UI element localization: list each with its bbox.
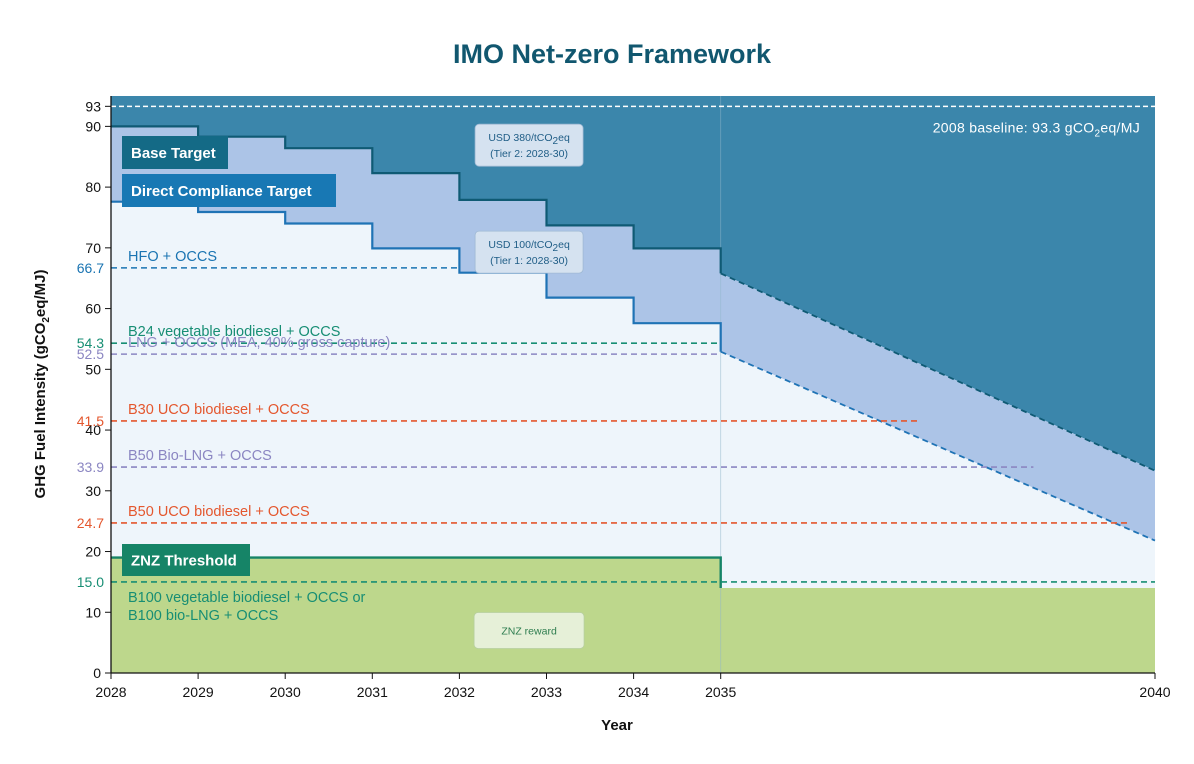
series-label-2: ZNZ Threshold — [131, 553, 237, 570]
y-tick-label-9: 90 — [85, 118, 101, 134]
y-tick-label-8: 80 — [85, 179, 101, 195]
baseline-label: 2008 baseline: 93.3 gCO2eq/MJ — [933, 119, 1140, 139]
x-tick-label-4: 2032 — [444, 684, 475, 700]
y-tick-label-4: 40 — [85, 422, 101, 438]
fuel-level-value-4: 33.9 — [77, 459, 104, 475]
tier-label-price-0: USD 380/tCO2eq — [488, 132, 570, 147]
series-label-box-2 — [122, 544, 250, 576]
direct-compliance-line-trajectory — [720, 350, 1156, 542]
znz-threshold-line — [111, 556, 722, 588]
y-tick-label-5: 50 — [85, 361, 101, 377]
fuel-level-label-2: LNG + OCCS (MEA, 40% gross capture) — [128, 335, 390, 351]
y-tick-label-10: 93 — [85, 98, 101, 114]
znz-reward-box — [473, 612, 585, 649]
tier-label-1: USD 100/tCO2eq(Tier 1: 2028-30) — [474, 230, 584, 274]
x-tick-label-2: 2030 — [270, 684, 301, 700]
fuel-level-value-2: 52.5 — [77, 346, 104, 362]
y-axis-title: GHG Fuel Intensity (gCO2eq/MJ) — [32, 270, 52, 499]
y-tick-label-7: 70 — [85, 240, 101, 256]
fuel-level-label-6-line2: B100 bio-LNG + OCCS — [128, 608, 278, 624]
x-tick-label-8: 2040 — [1139, 684, 1170, 700]
y-tick-label-1: 10 — [85, 604, 101, 620]
x-tick-label-0: 2028 — [95, 684, 126, 700]
tier-label-price-1: USD 100/tCO2eq — [488, 239, 570, 254]
znz-reward-area — [111, 557, 1155, 673]
x-tick-label-5: 2033 — [531, 684, 562, 700]
fuel-level-label-3: B30 UCO biodiesel + OCCS — [128, 402, 310, 418]
series-label-box-0 — [122, 136, 228, 169]
x-tick-label-3: 2031 — [357, 684, 388, 700]
tier-label-tier-0: (Tier 2: 2028-30) — [490, 148, 568, 160]
fuel-level-value-1: 54.3 — [77, 335, 104, 351]
tier-label-0: USD 380/tCO2eq(Tier 2: 2028-30) — [474, 123, 584, 167]
x-tick-label-1: 2029 — [183, 684, 214, 700]
tier-label-tier-1: (Tier 1: 2028-30) — [490, 255, 568, 267]
series-label-0: Base Target — [131, 145, 216, 162]
base-target-area — [111, 96, 1155, 471]
fuel-level-value-0: 66.7 — [77, 260, 104, 276]
fuel-level-label-5: B50 UCO biodiesel + OCCS — [128, 504, 310, 520]
x-tick-label-6: 2034 — [618, 684, 649, 700]
plot-area: 2008 baseline: 93.3 gCO2eq/MJ HFO + OCCS 6… — [77, 96, 1171, 700]
fuel-level-value-5: 24.7 — [77, 515, 104, 531]
tier-label-box-0 — [474, 123, 584, 167]
y-tick-label-0: 0 — [93, 665, 101, 681]
fuel-level-label-1: B24 vegetable biodiesel + OCCS — [128, 324, 340, 340]
direct-compliance-line-steps — [111, 200, 722, 352]
x-tick-label-7: 2035 — [705, 684, 736, 700]
fuel-level-value-6: 15.0 — [77, 574, 104, 590]
y-tick-label-2: 20 — [85, 544, 101, 560]
fuel-level-label-4: B50 Bio-LNG + OCCS — [128, 448, 272, 464]
tier-label-box-1 — [474, 230, 584, 274]
x-axis-title: Year — [601, 717, 633, 734]
y-tick-label-3: 30 — [85, 483, 101, 499]
chart-title: IMO Net-zero Framework — [453, 39, 772, 69]
znz-reward-label: ZNZ reward — [501, 625, 557, 637]
fuel-level-value-3: 41.5 — [77, 413, 104, 429]
y-tick-label-6: 60 — [85, 301, 101, 317]
series-label-1: Direct Compliance Target — [131, 183, 312, 200]
fuel-level-label-0: HFO + OCCS — [128, 249, 217, 265]
series-label-box-1 — [122, 174, 336, 207]
fuel-level-label-6: B100 vegetable biodiesel + OCCS or — [128, 590, 366, 606]
